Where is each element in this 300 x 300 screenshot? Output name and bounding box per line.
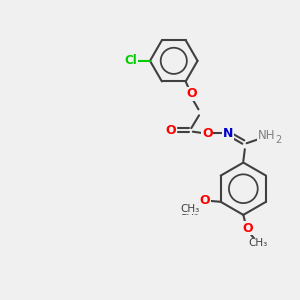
Text: CH₃: CH₃ [180, 204, 200, 214]
Text: N: N [223, 127, 233, 140]
Text: methoxy: methoxy [187, 209, 194, 211]
Text: O: O [200, 194, 210, 207]
Text: O: O [200, 194, 210, 207]
Text: CH₃: CH₃ [249, 238, 268, 248]
Text: O: O [242, 222, 253, 235]
Text: O: O [202, 127, 213, 140]
Text: NH: NH [258, 129, 276, 142]
Text: CH₃: CH₃ [179, 207, 198, 217]
Text: O: O [186, 87, 197, 101]
Text: 2: 2 [276, 135, 282, 145]
Text: Cl: Cl [124, 54, 137, 67]
Text: O: O [166, 124, 176, 137]
